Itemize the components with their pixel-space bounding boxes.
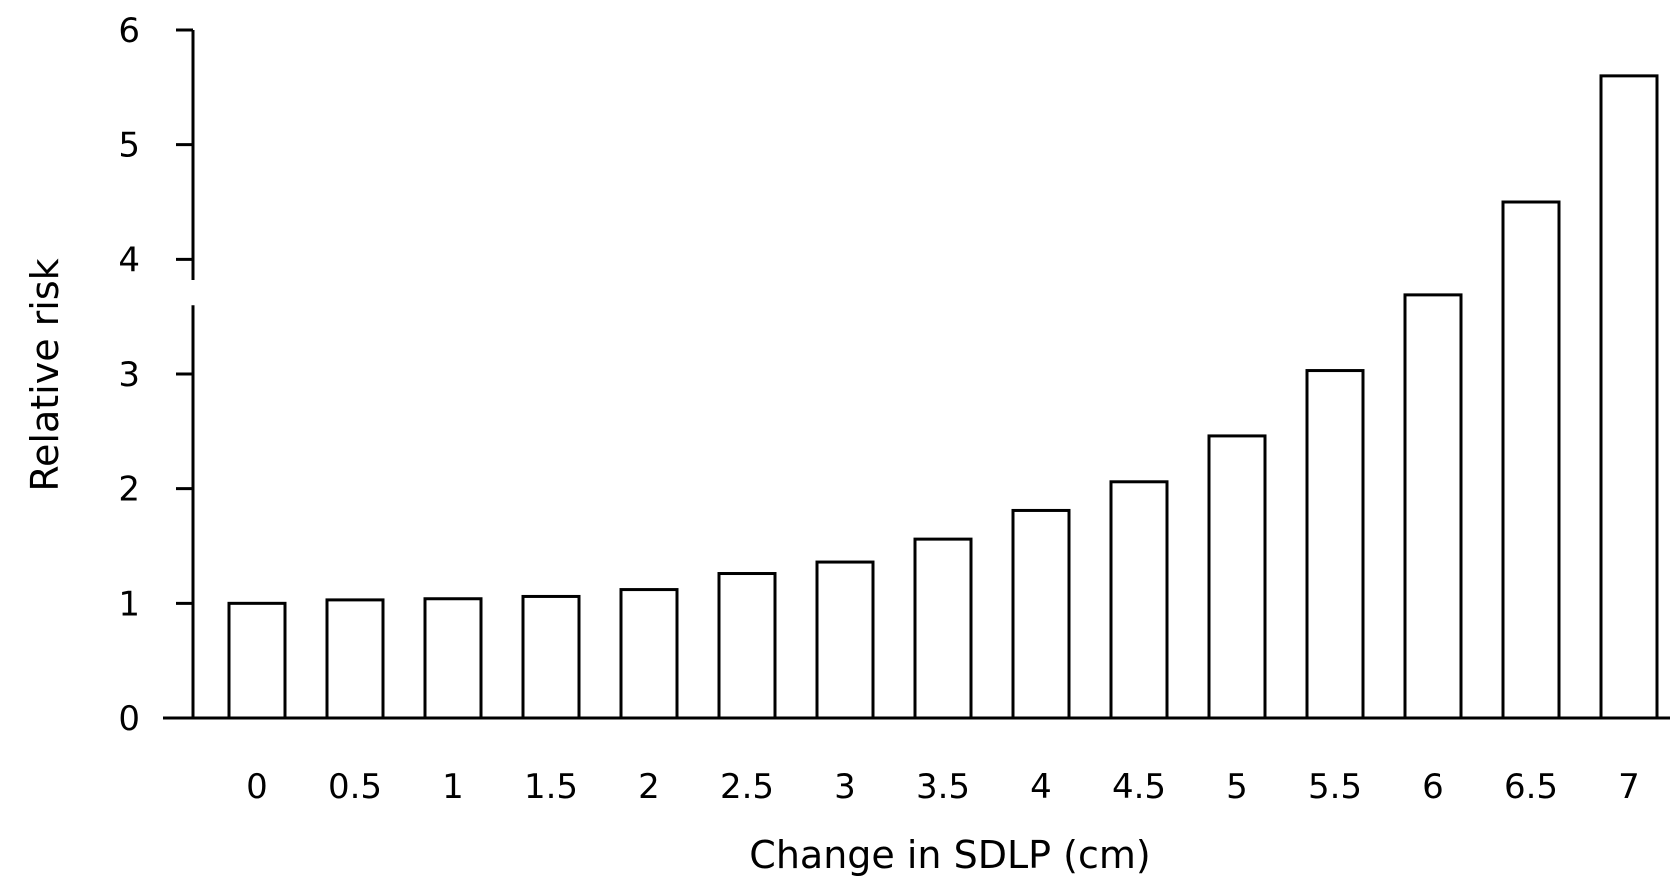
y-ticks-group: 0 1 2 3 4 5 6: [118, 11, 193, 739]
x-tick-label: 2.5: [720, 767, 774, 807]
x-tick-label: 4: [1030, 767, 1052, 807]
y-tick-label: 5: [118, 126, 140, 166]
bars-group: [227, 74, 1659, 720]
bar: [423, 597, 483, 720]
x-tick-label: 6: [1422, 767, 1444, 807]
bar: [227, 601, 287, 720]
bar: [1207, 434, 1267, 720]
bar: [1109, 480, 1169, 720]
bar: [913, 537, 973, 720]
bar: [619, 588, 679, 720]
bar: [325, 598, 385, 720]
y-tick-label: 1: [118, 584, 140, 624]
y-tick-label: 6: [118, 11, 140, 51]
y-tick-label: 2: [118, 470, 140, 510]
x-tick-label: 5.5: [1308, 767, 1362, 807]
x-ticks-group: 0 0.5 1 1.5 2 2.5 3 3.5 4 4.5 5 5.5 6 6.5 7: [246, 767, 1640, 807]
y-tick-label: 0: [118, 699, 140, 739]
x-tick-label: 3: [834, 767, 856, 807]
bar: [1403, 293, 1463, 720]
y-tick-label: 4: [118, 240, 140, 280]
x-tick-label: 0: [246, 767, 268, 807]
x-tick-label: 7: [1618, 767, 1640, 807]
bar: [1305, 369, 1365, 720]
bar: [521, 594, 581, 720]
x-tick-label: 3.5: [916, 767, 970, 807]
bar: [1011, 508, 1071, 720]
x-tick-label: 1.5: [524, 767, 578, 807]
x-tick-label: 6.5: [1504, 767, 1558, 807]
bar: [815, 560, 875, 720]
y-tick-label: 3: [118, 355, 140, 395]
x-axis-title: Change in SDLP (cm): [749, 833, 1150, 876]
x-tick-label: 4.5: [1112, 767, 1166, 807]
bar: [1599, 74, 1659, 720]
x-tick-label: 2: [638, 767, 660, 807]
x-tick-label: 1: [442, 767, 464, 807]
y-axis-title: Relative risk: [23, 258, 67, 491]
bar: [1501, 200, 1561, 720]
x-tick-label: 0.5: [328, 767, 382, 807]
bar: [717, 572, 777, 720]
x-tick-label: 5: [1226, 767, 1248, 807]
